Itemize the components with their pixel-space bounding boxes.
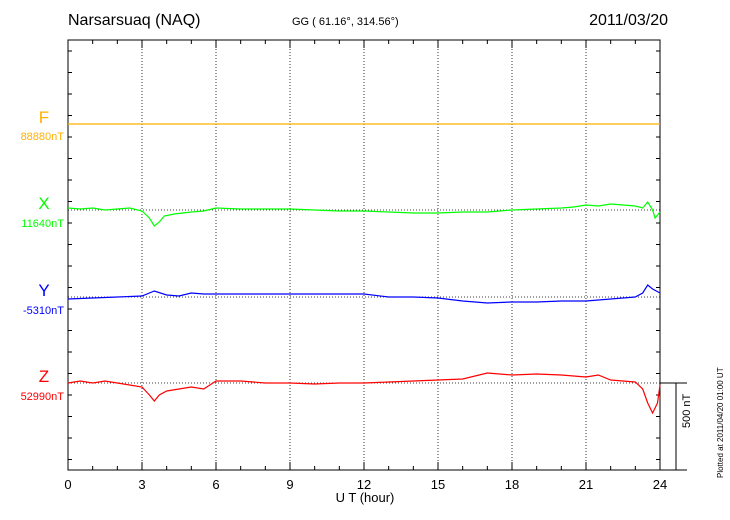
chart-date: 2011/03/20 <box>589 12 668 29</box>
grid-layer <box>141 40 587 470</box>
x-tick-label: 15 <box>430 477 446 492</box>
baseline-X: 11640nT <box>21 218 64 230</box>
series-Z <box>67 372 661 415</box>
plotted-timestamp: Plotted at 2011/04/20 01:00 UT <box>716 367 725 478</box>
series-X <box>67 200 661 227</box>
x-tick-label: 24 <box>652 477 668 492</box>
scale-bar <box>660 382 687 471</box>
baseline-Z: 52990nT <box>20 391 64 403</box>
series-layer <box>67 123 661 415</box>
x-axis-label: U T (hour) <box>335 490 395 505</box>
plot-frame <box>67 39 661 471</box>
label-X: X <box>38 194 50 213</box>
label-F: F <box>38 108 50 127</box>
baseline-Y: -5310nT <box>23 305 64 317</box>
x-tick-label: 12 <box>356 477 372 492</box>
station-title: Narsarsuaq (NAQ) <box>68 12 201 29</box>
x-tick-label: 18 <box>504 477 520 492</box>
scale-bar-label: 500 nT <box>681 393 693 428</box>
station-coordinates: GG ( 61.16°, 314.56°) <box>292 16 399 28</box>
x-tick-label: 21 <box>578 477 594 492</box>
ticks-layer <box>67 40 661 470</box>
x-tick-label: 6 <box>212 477 220 492</box>
baseline-F: 88880nT <box>20 131 64 143</box>
x-tick-label: 0 <box>64 477 72 492</box>
series-Y <box>67 284 661 304</box>
label-Z: Z <box>38 367 50 386</box>
label-Y: Y <box>38 281 50 300</box>
x-tick-label: 3 <box>138 477 146 492</box>
x-tick-label: 9 <box>286 477 294 492</box>
